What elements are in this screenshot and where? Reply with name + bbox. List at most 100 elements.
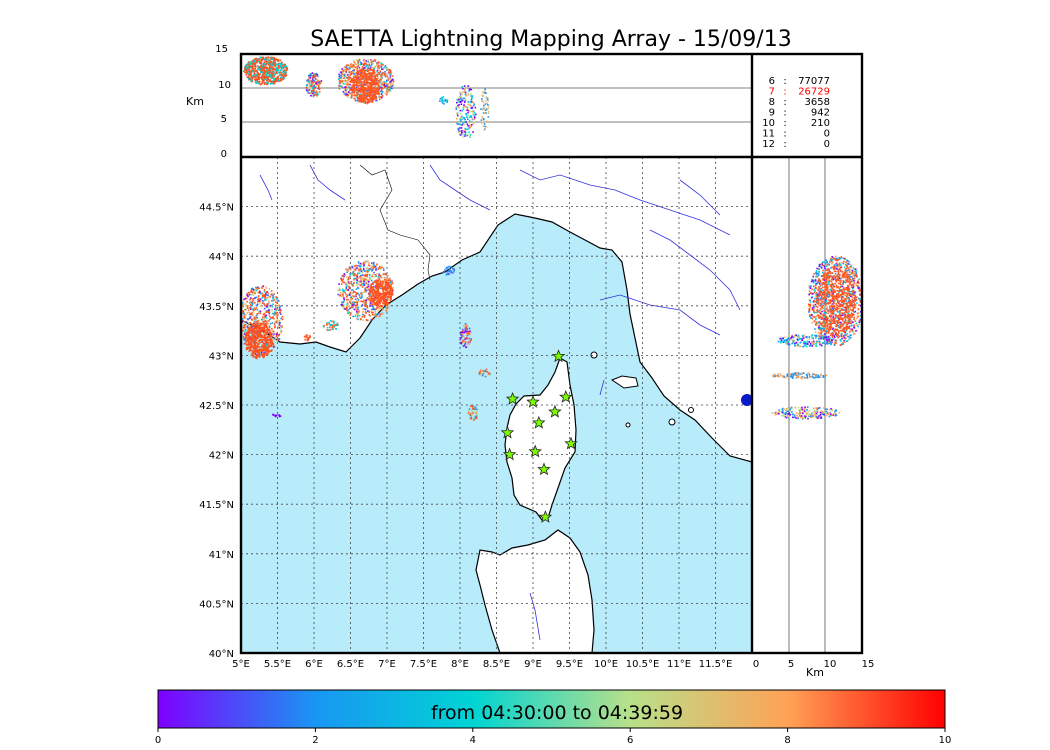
lightning-source [336,323,339,325]
lightning-source [277,325,279,328]
island [625,422,631,428]
lightning-source [269,339,272,342]
lightning-altitude-source [277,60,279,62]
lightning-source [258,330,260,333]
lightning-altitude-source [371,71,373,74]
lightning-altitude-source [379,98,381,101]
lightning-altitude-source [364,78,367,80]
lightning-source [257,337,259,339]
lightning-source [274,314,277,316]
lightning-altitude-source [815,317,817,320]
lightning-source [251,291,253,294]
lightning-source [363,284,366,286]
lightning-altitude-source [260,71,262,74]
lightning-source [246,307,249,309]
lightning-altitude-source [389,77,391,79]
sardinia [475,529,595,653]
lightning-altitude-source [352,79,354,81]
lightning-altitude-source [257,68,260,71]
lightning-source [254,353,257,355]
lightning-source [260,349,262,351]
lightning-altitude-source [388,70,390,73]
lightning-source [350,282,352,285]
lightning-source [356,304,359,307]
lightning-altitude-source [362,72,365,75]
lightning-altitude-source [850,324,853,327]
lightning-source [248,291,250,294]
latitude-label: 43°N [209,351,234,362]
lightning-source [275,414,278,417]
lightning-altitude-source [361,85,363,88]
lightning-source [259,322,262,325]
lightning-altitude-source [467,118,469,120]
lightning-altitude-source [346,74,349,76]
lightning-source [249,298,251,301]
lightning-altitude-source [368,68,371,70]
lightning-altitude-source [441,99,443,101]
lightning-altitude-source [469,105,471,107]
lightning-altitude-source [371,63,373,66]
lightning-source [247,333,250,335]
lightning-altitude-source [487,110,490,113]
lightning-altitude-source [339,85,342,87]
lightning-altitude-source [283,72,286,74]
lightning-altitude-source [462,91,464,93]
lightning-altitude-source [468,116,471,119]
lightning-source [382,299,385,302]
lightning-source [386,299,389,301]
lightning-altitude-source [263,69,265,72]
lightning-altitude-source [275,69,278,72]
lightning-altitude-source [465,114,468,116]
lightning-source [381,305,383,307]
lightning-source [254,308,257,311]
lightning-source [262,326,265,329]
lightning-altitude-source [318,87,321,90]
lightning-altitude-source [312,76,314,79]
lightning-source [252,330,254,332]
lightning-source [380,280,383,283]
lightning-altitude-source [366,69,369,71]
lightning-source [482,373,484,376]
lightning-source [264,346,267,348]
lightning-source [256,342,259,344]
lightning-source [464,342,467,345]
lightning-source [355,301,357,304]
lightning-source [358,294,361,296]
lightning-source [248,323,250,326]
lightning-source [345,293,347,296]
lightning-altitude-source [366,101,368,104]
lightning-source [246,297,248,300]
lightning-source [480,369,483,372]
lightning-altitude-source [458,103,460,106]
lightning-altitude-source [352,69,354,72]
lightning-altitude-source [387,91,390,93]
lightning-source [343,300,345,302]
lightning-source [357,287,360,290]
lightning-altitude-source [368,101,371,103]
lightning-altitude-source [269,79,271,81]
lightning-altitude-source [356,94,358,97]
lightning-source [278,322,281,324]
lightning-source [489,371,491,374]
lightning-altitude-source [378,93,381,95]
lightning-source [356,293,358,295]
lightning-source [355,306,357,309]
lightning-altitude-source [486,108,489,111]
lightning-source [377,282,380,285]
lightning-source [257,310,260,313]
lightning-altitude-source [339,77,341,79]
lightning-source [387,302,389,304]
lightning-altitude-source [362,87,364,89]
lightning-source [248,329,250,332]
lightning-source [389,283,392,286]
lightning-altitude-source [484,125,486,128]
lightning-source [268,312,270,315]
lightning-source [447,273,449,276]
lightning-altitude-source [361,86,363,89]
lightning-altitude-source [275,66,277,68]
lightning-source [262,323,264,325]
lightning-altitude-source [259,83,262,86]
lightning-altitude-source [251,68,254,71]
station-count-separator: : [783,97,786,108]
lightning-altitude-source [373,98,376,100]
